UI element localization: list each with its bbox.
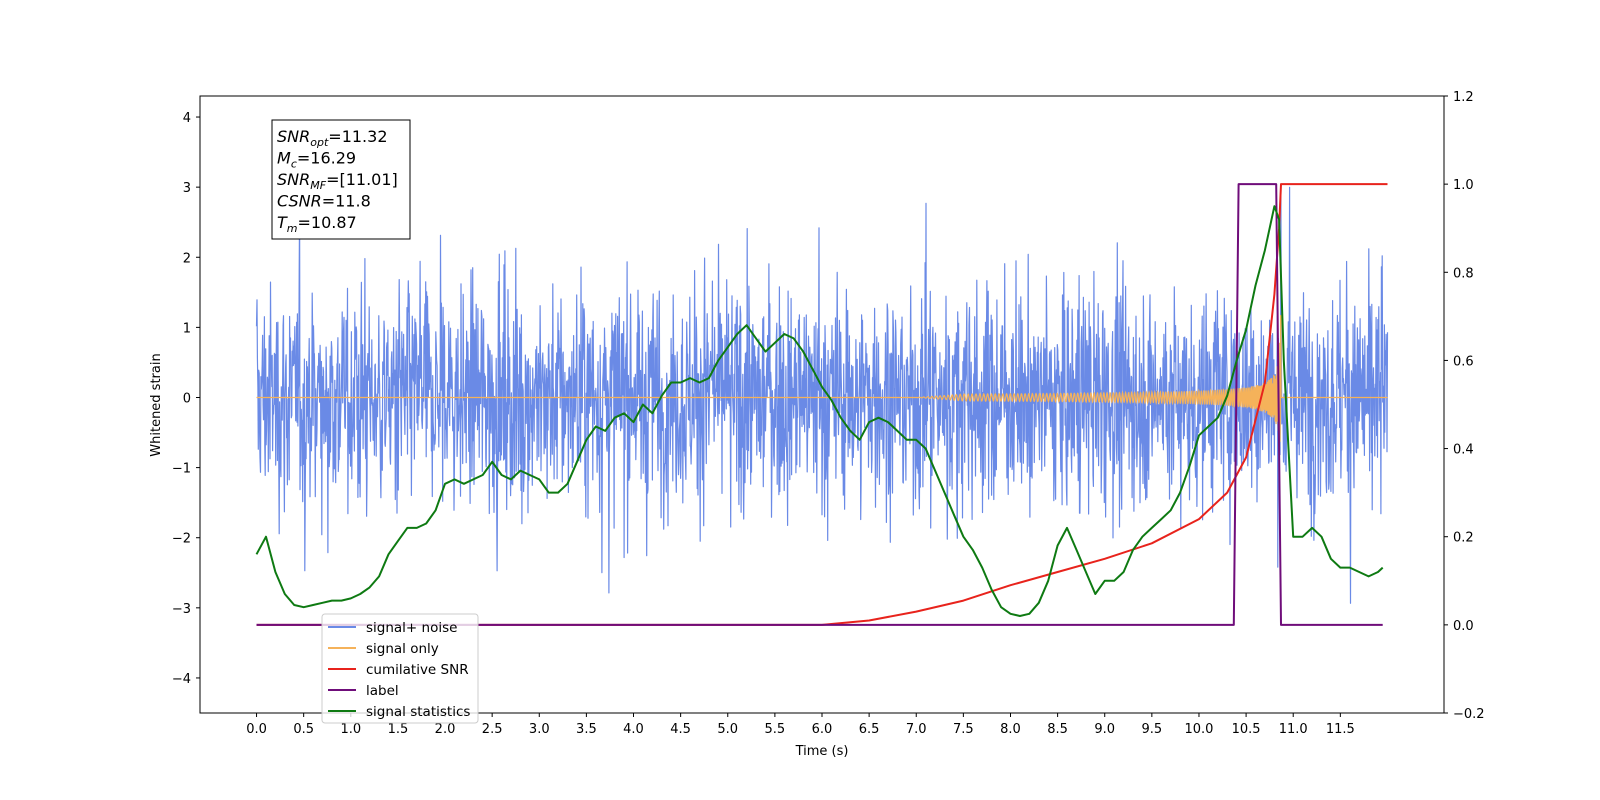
x-tick-label: 11.0 (1279, 722, 1308, 737)
x-tick-label: 0.0 (246, 722, 267, 737)
y-tick-label: 0 (183, 391, 191, 406)
annotation-frame (271, 119, 411, 240)
y-tick-label: −3 (172, 602, 191, 617)
x-tick-label: 3.0 (529, 722, 550, 737)
y-axis-label: Whitened strain (149, 353, 164, 456)
x-tick-label: 2.5 (482, 722, 503, 737)
x-axis-label: Time (s) (795, 744, 849, 759)
series-signal-statistics (255, 205, 1384, 617)
y2-tick-label: 0.0 (1453, 619, 1474, 634)
y-tick-label: 4 (183, 111, 191, 126)
series-signal-noise (255, 186, 1389, 604)
annotation-line: SNRopt=11.32 (277, 127, 388, 149)
x-tick-label: 5.5 (765, 722, 786, 737)
x-tick-label: 2.0 (435, 722, 456, 737)
x-tick-label: 8.0 (1000, 722, 1021, 737)
y2-tick-label: −0.2 (1453, 707, 1485, 722)
y-tick-label: 2 (183, 251, 191, 266)
x-tick-label: 11.5 (1326, 722, 1355, 737)
x-axis: 0.0 0.5 1.0 1.5 2.0 2.5 3.0 3.5 4.0 4.5 5.0 5.5 6.0 6… (246, 713, 1355, 737)
legend-label: signal statistics (366, 704, 470, 720)
y-tick-label: −2 (172, 532, 191, 547)
legend: signal+ noise signal only cumilative SNR la… (321, 613, 479, 724)
y-axis-left: −4 −3 −2 −1 0 1 2 3 4 (172, 111, 200, 687)
x-tick-label: 4.5 (670, 722, 691, 737)
x-tick-label: 10.5 (1232, 722, 1261, 737)
y2-tick-label: 0.8 (1453, 266, 1474, 281)
y-tick-label: 3 (183, 181, 191, 196)
legend-frame (321, 613, 479, 724)
annotation-line: Tm=10.87 (277, 213, 357, 235)
y-tick-label: −1 (172, 462, 191, 477)
y2-tick-label: 0.6 (1453, 354, 1474, 369)
x-tick-label: 9.5 (1142, 722, 1163, 737)
y2-tick-label: 0.4 (1453, 443, 1474, 458)
x-tick-label: 6.0 (812, 722, 833, 737)
legend-label: signal only (366, 641, 439, 657)
x-tick-label: 7.0 (906, 722, 927, 737)
y2-tick-label: 1.2 (1453, 90, 1474, 105)
y-tick-label: −4 (172, 672, 191, 687)
annotation-line: CSNR=11.8 (277, 192, 371, 211)
x-tick-label: 5.0 (717, 722, 738, 737)
x-tick-label: 7.5 (953, 722, 974, 737)
annotation-line: Mc=16.29 (277, 149, 356, 171)
annotation-line: SNRMF=[11.01] (277, 170, 398, 192)
y-axis-right: −0.2 0.0 0.2 0.4 0.6 0.8 1.0 1.2 (1444, 90, 1485, 722)
annotation-box: SNRopt=11.32Mc=16.29SNRMF=[11.01]CSNR=11… (271, 119, 411, 240)
y2-tick-label: 1.0 (1453, 178, 1474, 193)
x-tick-label: 1.5 (388, 722, 409, 737)
x-tick-label: 10.0 (1184, 722, 1213, 737)
legend-label: signal+ noise (366, 620, 457, 636)
x-tick-label: 1.0 (340, 722, 361, 737)
legend-label: label (366, 683, 399, 699)
legend-label: cumilative SNR (366, 662, 469, 678)
x-tick-label: 9.0 (1094, 722, 1115, 737)
series-label (256, 183, 1383, 626)
y2-tick-label: 0.2 (1453, 531, 1474, 546)
x-tick-label: 3.5 (576, 722, 597, 737)
series-signal-only (256, 315, 1388, 447)
x-tick-label: 4.0 (623, 722, 644, 737)
x-tick-label: 8.5 (1047, 722, 1068, 737)
x-tick-label: 6.5 (859, 722, 880, 737)
x-tick-label: 0.5 (293, 722, 314, 737)
y-tick-label: 1 (183, 321, 191, 336)
